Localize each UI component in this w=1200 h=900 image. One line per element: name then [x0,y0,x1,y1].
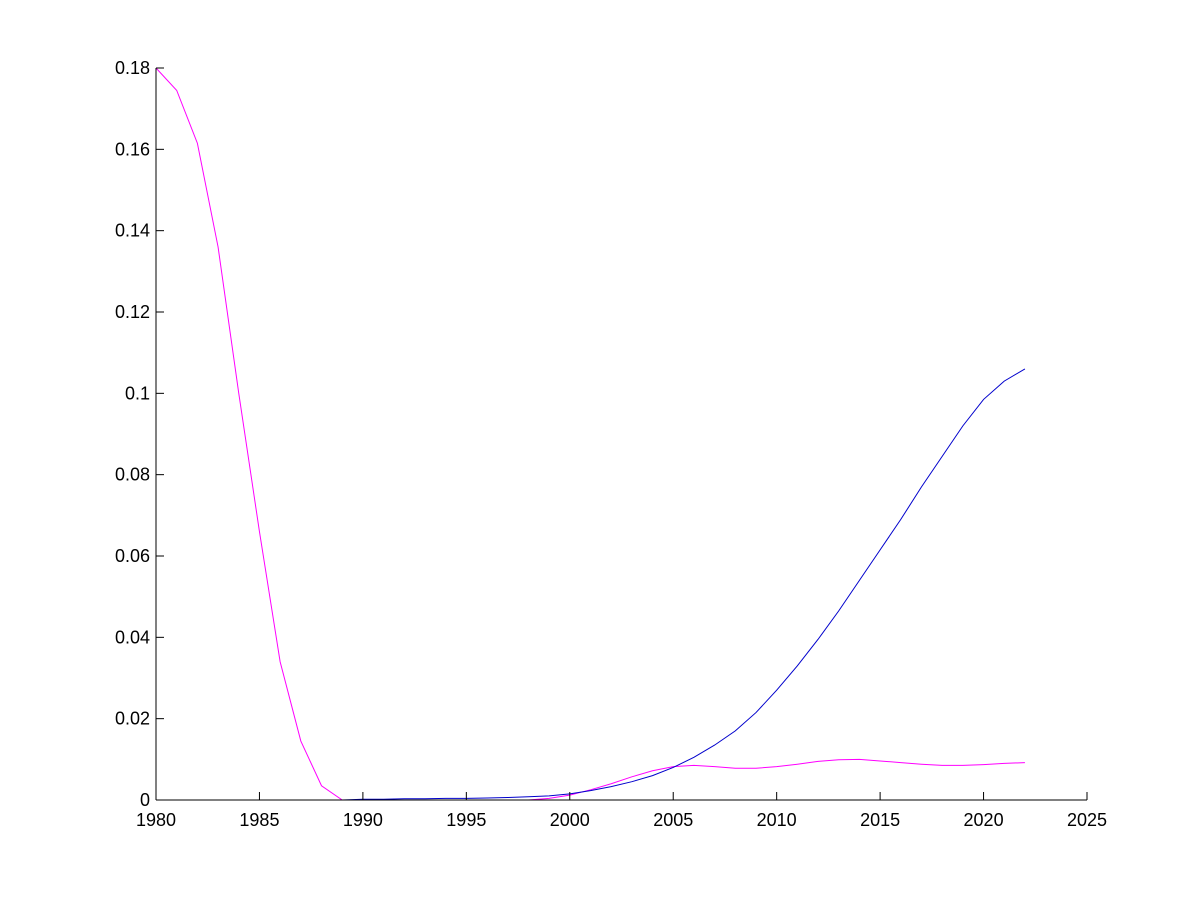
y-tick-label: 0.08 [115,465,150,485]
x-axis-ticks: 1980 1985 1990 1995 2000 2005 2010 2015 2020 2025 [136,792,1107,830]
x-tick-label: 1980 [136,810,176,830]
series-line-1 [155,67,1025,801]
x-tick-label: 2020 [964,810,1004,830]
y-tick-label: 0.18 [115,58,150,78]
x-tick-label: 1985 [239,810,279,830]
x-tick-label: 2015 [860,810,900,830]
x-tick-label: 2010 [757,810,797,830]
x-tick-label: 1995 [446,810,486,830]
y-tick-label: 0.1 [125,383,150,403]
y-axis-ticks: 0 0.02 0.04 0.06 0.08 0.1 0.12 0.14 0.16 0.18 [115,58,164,810]
x-tick-label: 2005 [653,810,693,830]
y-tick-label: 0.14 [115,221,150,241]
series-layer [155,67,1026,801]
series-line-2 [156,368,1026,801]
y-tick-label: 0.02 [115,709,150,729]
x-tick-label: 2000 [550,810,590,830]
axis-layer [155,68,1087,801]
y-tick-label: 0.04 [115,627,150,647]
x-tick-label: 1990 [343,810,383,830]
y-tick-label: 0.16 [115,139,150,159]
y-tick-label: 0 [140,790,150,810]
y-tick-label: 0.12 [115,302,150,322]
y-tick-label: 0.06 [115,546,150,566]
x-tick-label: 2025 [1067,810,1107,830]
